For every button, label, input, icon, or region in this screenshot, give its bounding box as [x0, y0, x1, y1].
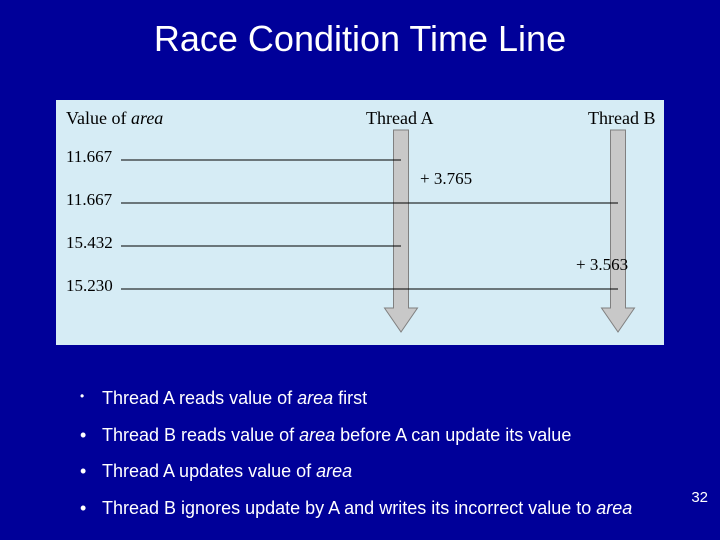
- column-header-value: Value of area: [66, 108, 163, 129]
- bullet-item: Thread A updates value of area: [80, 461, 720, 482]
- value-label: 11.667: [66, 190, 112, 210]
- value-label: 11.667: [66, 147, 112, 167]
- value-label: 15.432: [66, 233, 113, 253]
- timeline-diagram: Value of area Thread A Thread B 11.667 11…: [56, 100, 664, 345]
- operation-label: + 3.765: [420, 169, 472, 189]
- operation-label: + 3.563: [576, 255, 628, 275]
- bullet-item: Thread B ignores update by A and writes …: [80, 498, 720, 519]
- bullet-item: Thread A reads value of area first: [80, 388, 720, 409]
- value-label: 15.230: [66, 276, 113, 296]
- bullet-item: Thread B reads value of area before A ca…: [80, 425, 720, 446]
- diagram-svg: [56, 100, 664, 345]
- slide-title: Race Condition Time Line: [0, 0, 720, 60]
- column-header-thread-a: Thread A: [366, 108, 433, 129]
- page-number: 32: [691, 489, 708, 506]
- column-header-thread-b: Thread B: [588, 108, 655, 129]
- bullet-list: Thread A reads value of area first Thread…: [40, 388, 720, 535]
